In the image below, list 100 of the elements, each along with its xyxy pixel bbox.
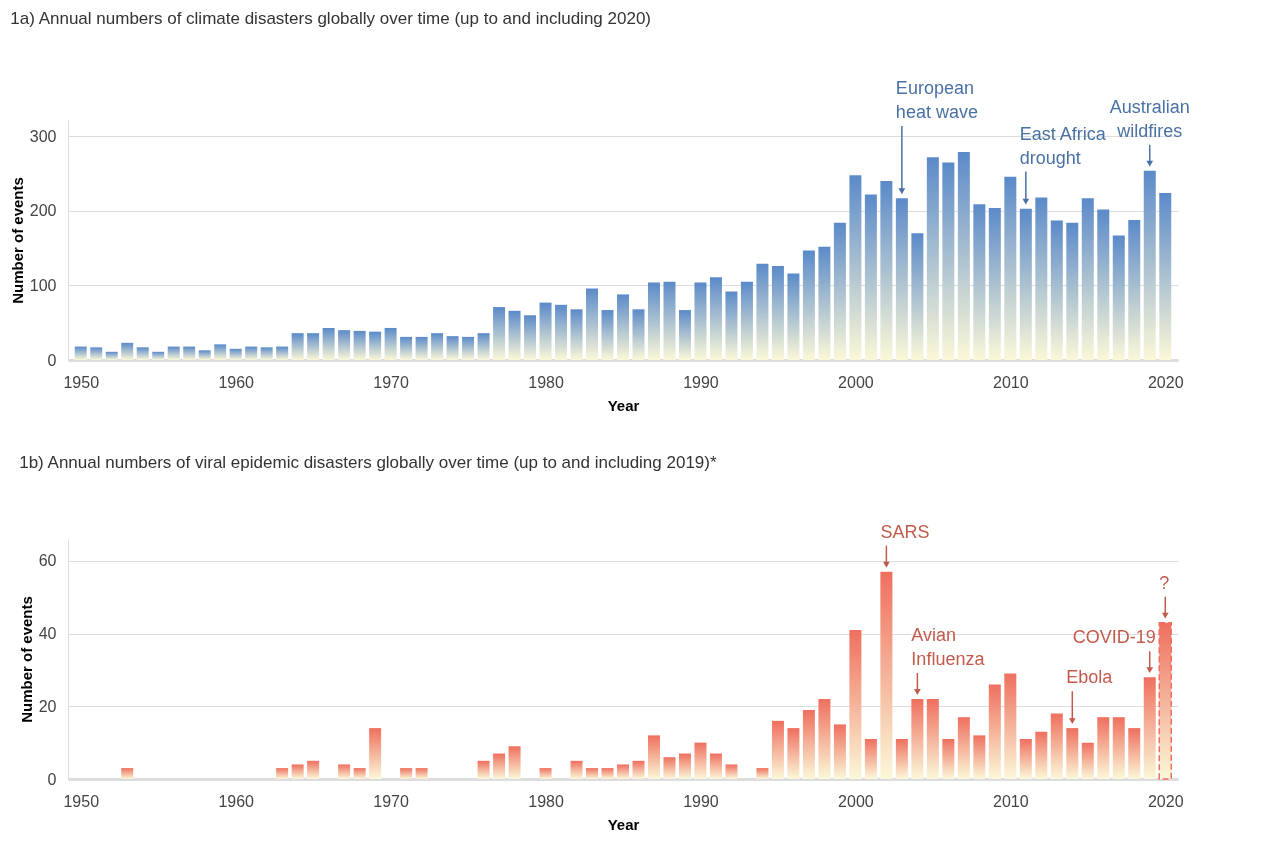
y-axis-title: Number of events	[17, 596, 35, 723]
bar	[431, 333, 444, 360]
x-tick-label: 2000	[838, 373, 874, 391]
bar	[136, 347, 149, 360]
bar	[1066, 728, 1079, 779]
bar	[508, 746, 521, 779]
bar	[725, 291, 738, 360]
y-tick-label: 100	[29, 276, 57, 294]
bar	[570, 760, 583, 779]
bar	[1143, 170, 1156, 360]
annotation: Avian Influenza	[911, 625, 986, 669]
bar	[524, 315, 537, 360]
bar	[1097, 717, 1110, 779]
x-tick-label: 1960	[218, 792, 255, 810]
bar	[245, 346, 258, 360]
bar	[911, 233, 924, 360]
bar	[291, 333, 304, 360]
y-tick-label: 200	[29, 202, 57, 220]
y-tick-label: 0	[47, 770, 57, 788]
y-axis-title: Number of events	[8, 177, 26, 304]
bar	[229, 348, 242, 360]
bar	[694, 282, 707, 360]
bar	[818, 699, 831, 779]
bar	[818, 246, 831, 360]
x-tick-label: 1950	[63, 792, 100, 810]
bar	[384, 327, 397, 360]
chart-title: 1a) Annual numbers of climate disasters globally over time (up to and including 2020)	[10, 9, 651, 29]
bar	[709, 277, 722, 360]
bar	[276, 346, 289, 360]
bar	[678, 310, 691, 360]
bar	[740, 281, 753, 360]
x-tick-label: 1990	[683, 792, 719, 810]
bar	[942, 162, 955, 360]
bar	[477, 333, 490, 360]
bar	[1112, 235, 1125, 360]
bar	[198, 350, 211, 360]
bar	[105, 351, 118, 360]
annotation: COVID-19	[1072, 627, 1156, 648]
bar	[647, 282, 660, 360]
bar	[415, 336, 428, 360]
bar	[647, 735, 660, 779]
bar	[617, 294, 629, 360]
x-tick-label: 2000	[838, 792, 874, 810]
bar	[1128, 219, 1141, 360]
annotation: Ebola	[1066, 667, 1114, 688]
bar	[926, 699, 939, 779]
annotation: ?	[1159, 572, 1170, 593]
x-tick-label: 2010	[993, 792, 1029, 810]
bar	[725, 764, 738, 779]
bar	[508, 310, 521, 360]
bar	[400, 768, 413, 779]
bar	[1035, 731, 1048, 779]
bar	[152, 351, 165, 360]
bar	[291, 764, 304, 779]
bar	[771, 266, 784, 360]
x-tick-label: 2010	[993, 373, 1029, 391]
y-tick-label: 300	[29, 127, 57, 145]
bar	[183, 346, 196, 360]
bar	[1112, 717, 1125, 779]
bar	[849, 629, 862, 779]
bar	[864, 194, 877, 360]
bar	[833, 724, 846, 779]
bar	[694, 742, 707, 779]
bar	[446, 336, 459, 360]
bar	[539, 768, 552, 779]
bar	[322, 327, 335, 360]
bar	[771, 720, 784, 779]
annotation: East Africa drought	[1019, 123, 1107, 168]
x-tick-label: 1980	[528, 792, 564, 810]
bar	[895, 739, 908, 779]
y-tick-label: 40	[38, 625, 57, 643]
bar	[307, 760, 320, 779]
x-tick-label: 1980	[528, 373, 564, 391]
bar	[663, 281, 676, 360]
bar	[802, 250, 815, 360]
bar	[260, 347, 273, 360]
x-tick-label: 1970	[373, 792, 409, 810]
bar	[787, 728, 800, 779]
bar	[555, 304, 568, 360]
bar	[988, 684, 1001, 779]
bar	[1050, 220, 1063, 360]
bar	[1081, 198, 1094, 360]
x-tick-label: 1990	[683, 373, 719, 391]
bar	[214, 344, 227, 360]
bar	[462, 336, 475, 360]
bar	[90, 347, 103, 360]
bar	[1066, 222, 1079, 360]
bar	[1143, 677, 1156, 779]
x-axis-title: Year	[607, 396, 640, 414]
bar	[369, 728, 382, 779]
bar	[1035, 197, 1048, 360]
x-tick-label: 2020	[1147, 792, 1184, 810]
bar	[911, 699, 924, 779]
bar	[493, 307, 506, 360]
bar	[756, 768, 769, 779]
bar	[353, 330, 366, 360]
bar	[833, 222, 846, 360]
bar	[1128, 728, 1141, 779]
y-tick-label: 20	[38, 697, 57, 715]
bar	[880, 181, 893, 360]
